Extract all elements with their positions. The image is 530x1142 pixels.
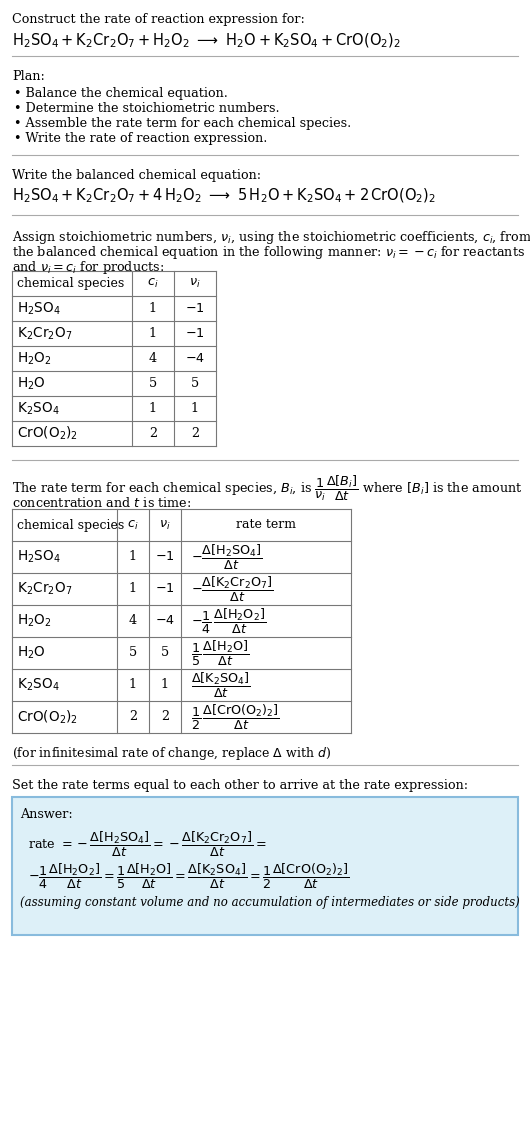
Text: 5: 5 — [161, 646, 169, 659]
Text: 1: 1 — [149, 402, 157, 415]
Text: Answer:: Answer: — [20, 809, 73, 821]
Text: $-1$: $-1$ — [185, 327, 205, 340]
Text: $\mathrm{K_2SO_4}$: $\mathrm{K_2SO_4}$ — [17, 677, 59, 693]
Text: $\mathrm{K_2Cr_2O_7}$: $\mathrm{K_2Cr_2O_7}$ — [17, 581, 73, 597]
Text: Write the balanced chemical equation:: Write the balanced chemical equation: — [12, 169, 261, 182]
Text: 1: 1 — [149, 327, 157, 340]
Text: rate $= -\dfrac{\Delta[\mathrm{H_2SO_4}]}{\Delta t} = -\dfrac{\Delta[\mathrm{K_2: rate $= -\dfrac{\Delta[\mathrm{H_2SO_4}]… — [20, 830, 267, 859]
Text: chemical species: chemical species — [17, 518, 124, 531]
Text: 1: 1 — [191, 402, 199, 415]
Text: Construct the rate of reaction expression for:: Construct the rate of reaction expressio… — [12, 13, 305, 26]
Text: $-\dfrac{\Delta[\mathrm{H_2SO_4}]}{\Delta t}$: $-\dfrac{\Delta[\mathrm{H_2SO_4}]}{\Delt… — [191, 542, 262, 571]
Text: Set the rate terms equal to each other to arrive at the rate expression:: Set the rate terms equal to each other t… — [12, 779, 468, 793]
Text: Plan:: Plan: — [12, 70, 45, 83]
Text: 2: 2 — [129, 710, 137, 724]
Text: $\mathrm{H_2O_2}$: $\mathrm{H_2O_2}$ — [17, 351, 52, 367]
Text: $c_i$: $c_i$ — [147, 278, 158, 290]
Text: 1: 1 — [149, 301, 157, 315]
Text: $\dfrac{\Delta[\mathrm{K_2SO_4}]}{\Delta t}$: $\dfrac{\Delta[\mathrm{K_2SO_4}]}{\Delta… — [191, 670, 251, 700]
Text: $\dfrac{1}{5}\,\dfrac{\Delta[\mathrm{H_2O}]}{\Delta t}$: $\dfrac{1}{5}\,\dfrac{\Delta[\mathrm{H_2… — [191, 638, 249, 668]
Text: $\mathrm{H_2O}$: $\mathrm{H_2O}$ — [17, 645, 46, 661]
Text: $\mathrm{H_2O_2}$: $\mathrm{H_2O_2}$ — [17, 613, 52, 629]
Text: 5: 5 — [129, 646, 137, 659]
Text: $c_i$: $c_i$ — [127, 518, 139, 531]
Text: $\mathrm{CrO(O_2)_2}$: $\mathrm{CrO(O_2)_2}$ — [17, 425, 78, 442]
Text: $-4$: $-4$ — [155, 614, 175, 627]
Text: • Write the rate of reaction expression.: • Write the rate of reaction expression. — [14, 132, 267, 145]
Text: $\mathrm{H_2SO_4 + K_2Cr_2O_7 + H_2O_2 \ \longrightarrow\ H_2O + K_2SO_4 + CrO(O: $\mathrm{H_2SO_4 + K_2Cr_2O_7 + H_2O_2 \… — [12, 32, 401, 50]
Text: $\mathrm{K_2SO_4}$: $\mathrm{K_2SO_4}$ — [17, 401, 59, 417]
Text: $\nu_i$: $\nu_i$ — [189, 278, 201, 290]
Text: $-1$: $-1$ — [155, 582, 175, 595]
Text: $\mathrm{K_2Cr_2O_7}$: $\mathrm{K_2Cr_2O_7}$ — [17, 325, 73, 341]
Text: and $\nu_i = c_i$ for products:: and $\nu_i = c_i$ for products: — [12, 259, 164, 276]
Text: $-\dfrac{1}{4}\,\dfrac{\Delta[\mathrm{H_2O_2}]}{\Delta t}$: $-\dfrac{1}{4}\,\dfrac{\Delta[\mathrm{H_… — [191, 606, 266, 636]
Text: concentration and $t$ is time:: concentration and $t$ is time: — [12, 496, 191, 510]
Text: $-\dfrac{\Delta[\mathrm{K_2Cr_2O_7}]}{\Delta t}$: $-\dfrac{\Delta[\mathrm{K_2Cr_2O_7}]}{\D… — [191, 574, 273, 603]
Text: $\mathrm{CrO(O_2)_2}$: $\mathrm{CrO(O_2)_2}$ — [17, 708, 78, 725]
Text: (for infinitesimal rate of change, replace $\Delta$ with $d$): (for infinitesimal rate of change, repla… — [12, 745, 331, 762]
Text: 1: 1 — [161, 678, 169, 692]
Text: $\nu_i$: $\nu_i$ — [159, 518, 171, 531]
Text: $-\dfrac{1}{4}\dfrac{\Delta[\mathrm{H_2O_2}]}{\Delta t} = \dfrac{1}{5}\dfrac{\De: $-\dfrac{1}{4}\dfrac{\Delta[\mathrm{H_2O… — [20, 862, 349, 891]
Text: 1: 1 — [129, 550, 137, 563]
Text: • Determine the stoichiometric numbers.: • Determine the stoichiometric numbers. — [14, 102, 280, 115]
Text: 5: 5 — [149, 377, 157, 391]
Text: $-1$: $-1$ — [155, 550, 175, 563]
Text: $\dfrac{1}{2}\,\dfrac{\Delta[\mathrm{CrO(O_2)_2}]}{\Delta t}$: $\dfrac{1}{2}\,\dfrac{\Delta[\mathrm{CrO… — [191, 702, 280, 732]
Text: 1: 1 — [129, 678, 137, 692]
Text: chemical species: chemical species — [17, 278, 124, 290]
Text: $-4$: $-4$ — [185, 352, 205, 365]
Text: $\mathrm{H_2SO_4}$: $\mathrm{H_2SO_4}$ — [17, 549, 61, 565]
Text: $\mathrm{H_2SO_4}$: $\mathrm{H_2SO_4}$ — [17, 300, 61, 316]
Text: the balanced chemical equation in the following manner: $\nu_i = -c_i$ for react: the balanced chemical equation in the fo… — [12, 244, 525, 262]
Text: $-1$: $-1$ — [185, 301, 205, 315]
Bar — [12, 797, 518, 935]
Text: $\mathrm{H_2SO_4 + K_2Cr_2O_7 + 4\,H_2O_2 \ \longrightarrow\ 5\,H_2O + K_2SO_4 +: $\mathrm{H_2SO_4 + K_2Cr_2O_7 + 4\,H_2O_… — [12, 187, 436, 206]
Text: The rate term for each chemical species, $B_i$, is $\dfrac{1}{\nu_i}\dfrac{\Delt: The rate term for each chemical species,… — [12, 474, 523, 504]
Text: (assuming constant volume and no accumulation of intermediates or side products): (assuming constant volume and no accumul… — [20, 896, 520, 909]
Text: $\mathrm{H_2O}$: $\mathrm{H_2O}$ — [17, 376, 46, 392]
Text: 5: 5 — [191, 377, 199, 391]
Text: • Balance the chemical equation.: • Balance the chemical equation. — [14, 87, 228, 100]
Text: 4: 4 — [149, 352, 157, 365]
Text: 2: 2 — [191, 427, 199, 440]
Text: 2: 2 — [149, 427, 157, 440]
Text: 2: 2 — [161, 710, 169, 724]
Text: 4: 4 — [129, 614, 137, 627]
Text: Assign stoichiometric numbers, $\nu_i$, using the stoichiometric coefficients, $: Assign stoichiometric numbers, $\nu_i$, … — [12, 230, 530, 246]
Text: • Assemble the rate term for each chemical species.: • Assemble the rate term for each chemic… — [14, 116, 351, 130]
Text: rate term: rate term — [236, 518, 296, 531]
Text: 1: 1 — [129, 582, 137, 595]
